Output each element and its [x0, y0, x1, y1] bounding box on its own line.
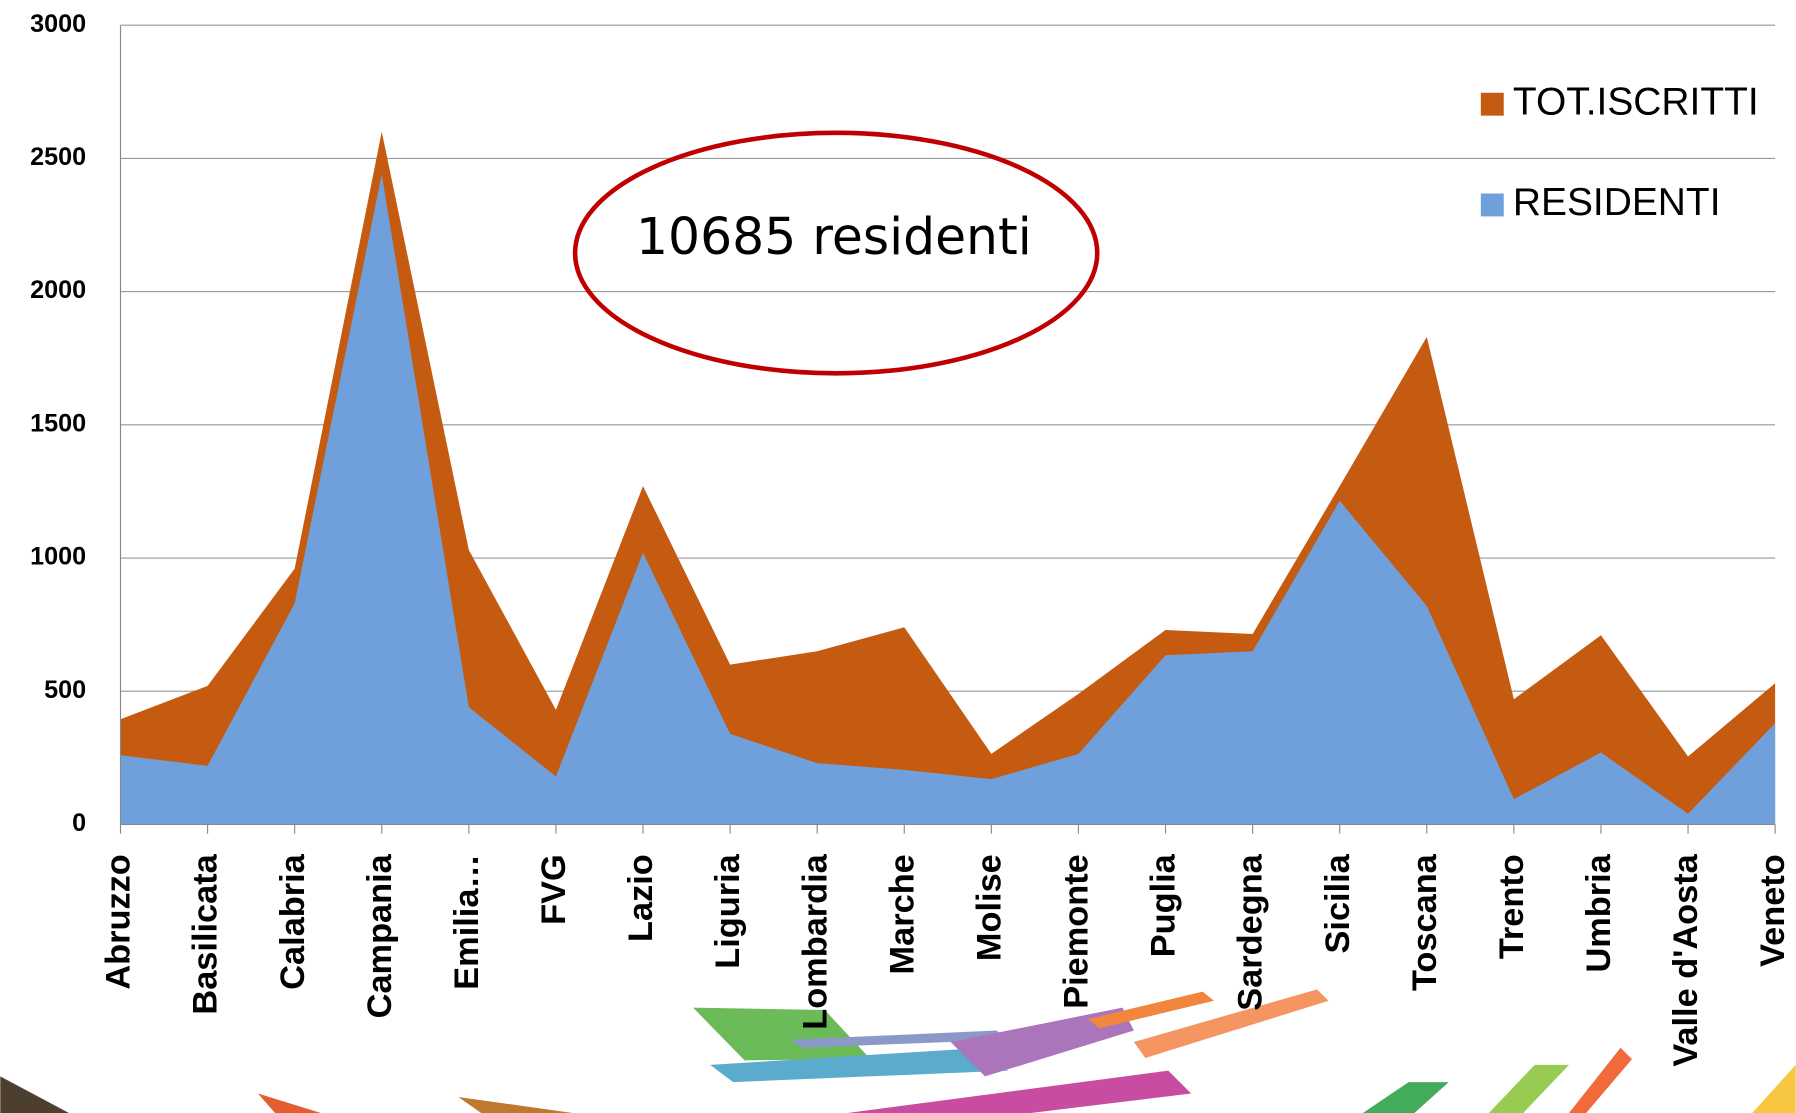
- legend-label: TOT.ISCRITTI: [1513, 80, 1759, 123]
- x-tick-label: Abruzzo: [100, 854, 138, 989]
- x-tick-label: Umbria: [1580, 853, 1618, 972]
- x-tick-label: Liguria: [709, 853, 747, 968]
- x-tick-label: Valle d'Aosta: [1667, 853, 1705, 1066]
- legend-label: RESIDENTI: [1513, 181, 1721, 224]
- x-tick-label: Molise: [970, 854, 1008, 961]
- area: [120, 174, 1776, 825]
- y-tick-label: 1000: [30, 543, 86, 571]
- x-tick-label: Sardegna: [1232, 853, 1270, 1010]
- x-tick-label: Lazio: [622, 854, 660, 942]
- x-tick-label: Veneto: [1754, 854, 1792, 967]
- x-tick-label: FVG: [535, 854, 573, 925]
- y-tick-label: 2000: [30, 276, 86, 304]
- decoration: [0, 989, 1796, 1113]
- y-tick-label: 1500: [30, 409, 86, 437]
- y-tick-label: 0: [72, 809, 86, 837]
- x-tick-label: Trento: [1493, 854, 1531, 959]
- x-tick-label: Sicilia: [1319, 853, 1357, 953]
- x-tick-label: Basilicata: [187, 853, 225, 1014]
- annotation: 10685 residenti: [636, 207, 1032, 266]
- annotation-ellipse: [572, 130, 1100, 376]
- x-tick-label: Toscana: [1406, 853, 1444, 991]
- legend-swatch: [1480, 193, 1504, 217]
- x-tick-label: Piemonte: [1058, 854, 1096, 1009]
- x-tick-label: Emilia…: [448, 854, 486, 990]
- x-tick-label: Marche: [883, 854, 921, 974]
- x-tick-label: Puglia: [1145, 853, 1183, 957]
- y-tick-label: 2500: [30, 143, 86, 171]
- x-tick-label: Lombardia: [796, 853, 834, 1029]
- x-tick-label: Calabria: [274, 853, 312, 989]
- y-tick-label: 500: [44, 676, 86, 704]
- y-tick-label: 3000: [30, 10, 86, 38]
- x-tick-label: Campania: [361, 853, 399, 1018]
- legend-swatch: [1480, 92, 1504, 116]
